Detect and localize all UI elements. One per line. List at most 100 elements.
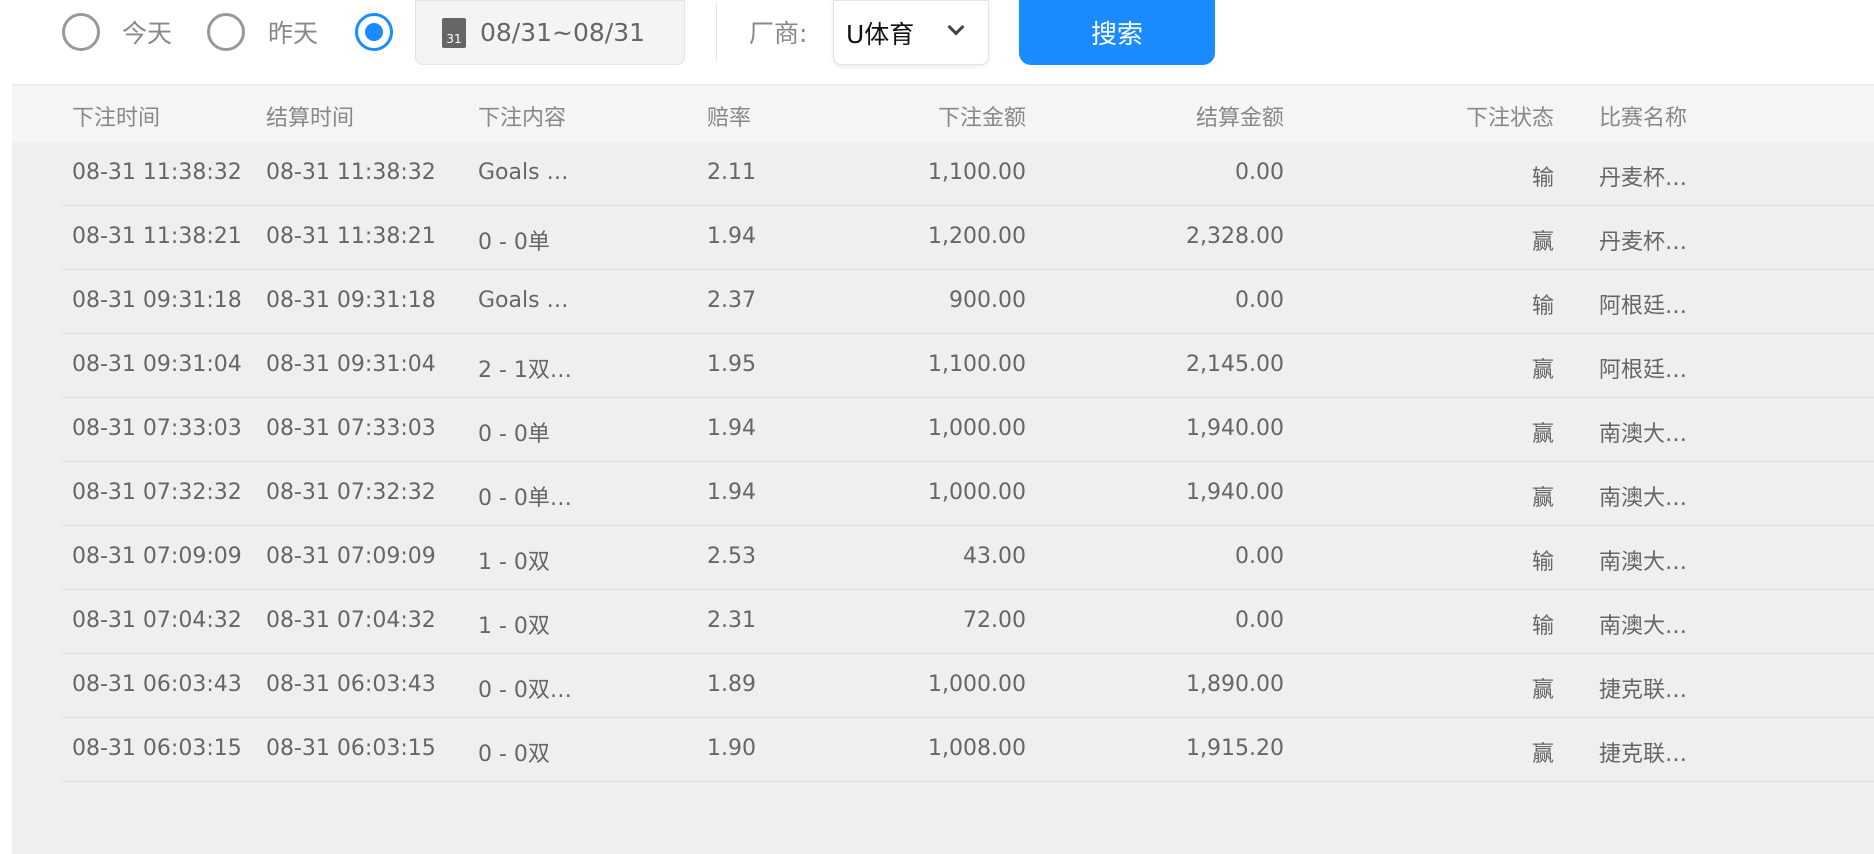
cell-bet-amount: 900.00	[949, 288, 1026, 313]
cell-odds: 1.94	[707, 480, 756, 505]
cell-bet-content: 0 - 0双…	[478, 678, 572, 703]
cell-match-name: 南澳大…	[1599, 614, 1688, 639]
cell-settle-amount: 0.00	[1235, 288, 1284, 313]
cell-bet-status: 赢	[1531, 486, 1554, 511]
search-button[interactable]: 搜索	[1019, 0, 1215, 65]
cell-odds: 1.95	[707, 352, 756, 377]
cell-bet-amount: 1,000.00	[928, 480, 1026, 505]
cell-settle-time: 08-31 06:03:43	[266, 672, 436, 697]
table-row[interactable]: 08-31 06:03:43 08-31 06:03:43 0 - 0双… 1.89 1…	[12, 654, 1874, 718]
cell-settle-amount: 1,940.00	[1186, 480, 1284, 505]
cell-settle-time: 08-31 07:33:03	[266, 416, 436, 441]
cell-bet-time: 08-31 07:04:32	[72, 608, 242, 633]
cell-bet-content: Goals …	[478, 288, 569, 313]
cell-match-name: 阿根廷…	[1599, 358, 1688, 383]
cell-odds: 1.94	[707, 224, 756, 249]
cell-odds: 2.37	[707, 288, 756, 313]
chevron-down-icon	[947, 18, 965, 36]
cell-bet-time: 08-31 07:33:03	[72, 416, 242, 441]
cell-match-name: 捷克联…	[1599, 742, 1688, 767]
cell-bet-content: 1 - 0双	[478, 550, 550, 575]
header-settle-amount[interactable]: 结算金额	[1195, 106, 1284, 131]
cell-bet-amount: 1,000.00	[928, 416, 1026, 441]
cell-settle-amount: 1,915.20	[1186, 736, 1284, 761]
calendar-icon: 31	[442, 17, 466, 48]
cell-bet-time: 08-31 09:31:04	[72, 352, 242, 377]
cell-settle-time: 08-31 11:38:32	[266, 160, 436, 185]
cell-bet-time: 08-31 06:03:43	[72, 672, 242, 697]
table-row[interactable]: 08-31 06:03:15 08-31 06:03:15 0 - 0双 1.90 1,…	[12, 718, 1874, 782]
left-margin	[0, 0, 12, 854]
table-row[interactable]: 08-31 11:38:21 08-31 11:38:21 0 - 0单 1.94 1,…	[12, 206, 1874, 270]
header-odds[interactable]: 赔率	[707, 106, 752, 131]
cell-bet-amount: 1,100.00	[928, 352, 1026, 377]
cell-bet-time: 08-31 07:09:09	[72, 544, 242, 569]
header-bet-status[interactable]: 下注状态	[1465, 106, 1554, 131]
table-row[interactable]: 08-31 09:31:04 08-31 09:31:04 2 - 1双… 1.95 1…	[12, 334, 1874, 398]
cell-odds: 2.53	[707, 544, 756, 569]
cell-bet-amount: 1,008.00	[928, 736, 1026, 761]
header-match-name[interactable]: 比赛名称	[1599, 106, 1688, 131]
radio-today-label[interactable]: 今天	[122, 19, 173, 48]
cell-settle-time: 08-31 11:38:21	[266, 224, 436, 249]
table-row[interactable]: 08-31 11:38:32 08-31 11:38:32 Goals … 2.11 1…	[12, 142, 1874, 206]
cell-bet-content: 0 - 0单	[478, 230, 550, 255]
header-settle-time[interactable]: 结算时间	[266, 106, 355, 131]
cell-bet-time: 08-31 11:38:21	[72, 224, 242, 249]
cell-bet-amount: 1,200.00	[928, 224, 1026, 249]
radio-yesterday[interactable]	[207, 13, 245, 51]
cell-odds: 1.89	[707, 672, 756, 697]
vendor-select[interactable]: U体育	[833, 0, 989, 65]
cell-odds: 2.11	[707, 160, 756, 185]
cell-odds: 2.31	[707, 608, 756, 633]
cell-settle-amount: 1,890.00	[1186, 672, 1284, 697]
date-range-picker[interactable]: 31 08/31~08/31	[415, 0, 685, 65]
cell-settle-amount: 0.00	[1235, 608, 1284, 633]
cell-bet-status: 输	[1531, 166, 1554, 191]
cell-settle-time: 08-31 09:31:04	[266, 352, 436, 377]
cell-bet-content: Goals …	[478, 160, 569, 185]
cell-bet-amount: 1,100.00	[928, 160, 1026, 185]
cell-bet-content: 0 - 0单	[478, 422, 550, 447]
header-bet-amount[interactable]: 下注金额	[937, 106, 1026, 131]
cell-odds: 1.94	[707, 416, 756, 441]
table-row[interactable]: 08-31 07:33:03 08-31 07:33:03 0 - 0单 1.94 1,…	[12, 398, 1874, 462]
table-row[interactable]: 08-31 07:04:32 08-31 07:04:32 1 - 0双 2.31 72…	[12, 590, 1874, 654]
cell-bet-status: 赢	[1531, 230, 1554, 255]
date-range-value: 08/31~08/31	[480, 18, 646, 47]
cell-bet-amount: 72.00	[963, 608, 1026, 633]
cell-match-name: 捷克联…	[1599, 678, 1688, 703]
cell-odds: 1.90	[707, 736, 756, 761]
cell-bet-content: 2 - 1双…	[478, 358, 572, 383]
cell-settle-time: 08-31 07:04:32	[266, 608, 436, 633]
cell-match-name: 南澳大…	[1599, 486, 1688, 511]
cell-bet-status: 赢	[1531, 422, 1554, 447]
cell-bet-amount: 1,000.00	[928, 672, 1026, 697]
cell-settle-amount: 0.00	[1235, 544, 1284, 569]
cell-settle-time: 08-31 07:09:09	[266, 544, 436, 569]
cell-match-name: 南澳大…	[1599, 550, 1688, 575]
table-row[interactable]: 08-31 07:32:32 08-31 07:32:32 0 - 0单… 1.94 1…	[12, 462, 1874, 526]
cell-match-name: 丹麦杯…	[1599, 230, 1688, 255]
table-row[interactable]: 08-31 07:09:09 08-31 07:09:09 1 - 0双 2.53 43…	[12, 526, 1874, 590]
cell-settle-time: 08-31 06:03:15	[266, 736, 436, 761]
cell-settle-amount: 1,940.00	[1186, 416, 1284, 441]
cell-bet-time: 08-31 09:31:18	[72, 288, 242, 313]
cell-settle-amount: 2,145.00	[1186, 352, 1284, 377]
table-row[interactable]: 08-31 09:31:18 08-31 09:31:18 Goals … 2.37 9…	[12, 270, 1874, 334]
header-bet-time[interactable]: 下注时间	[72, 106, 161, 131]
cell-bet-status: 输	[1531, 294, 1554, 319]
radio-today[interactable]	[62, 13, 100, 51]
cell-settle-time: 08-31 07:32:32	[266, 480, 436, 505]
vendor-label: 厂商:	[749, 19, 808, 48]
cell-bet-status: 输	[1531, 550, 1554, 575]
vendor-value: U体育	[846, 19, 915, 49]
radio-custom-range[interactable]	[355, 13, 393, 51]
radio-yesterday-label[interactable]: 昨天	[268, 19, 319, 48]
header-bet-content[interactable]: 下注内容	[478, 106, 567, 131]
cell-bet-status: 赢	[1531, 678, 1554, 703]
cell-bet-content: 1 - 0双	[478, 614, 550, 639]
cell-bet-status: 赢	[1531, 358, 1554, 383]
cell-bet-status: 赢	[1531, 742, 1554, 767]
cell-bet-time: 08-31 11:38:32	[72, 160, 242, 185]
